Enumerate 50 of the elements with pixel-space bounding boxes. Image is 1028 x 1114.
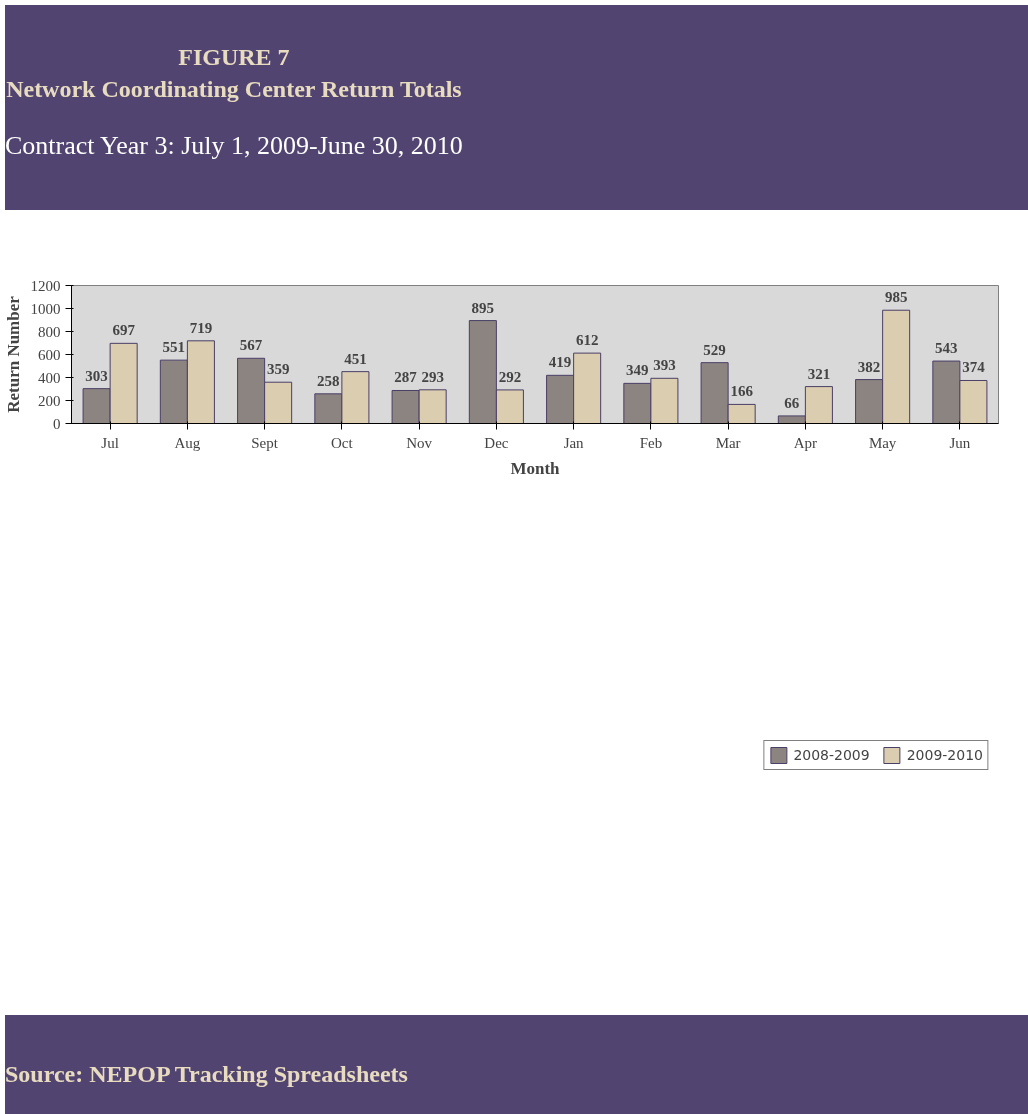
data-label: 293 [421, 368, 444, 385]
data-label: 166 [730, 383, 754, 400]
data-label: 66 [784, 394, 800, 411]
data-label: 349 [626, 362, 649, 379]
data-label: 543 [935, 340, 958, 357]
data-label: 567 [239, 337, 263, 354]
y-tick-label: 800 [38, 323, 61, 340]
data-label: 419 [548, 354, 572, 371]
data-label: 382 [857, 358, 881, 375]
data-label: 303 [85, 367, 108, 384]
data-label: 985 [884, 289, 908, 306]
data-label: 895 [471, 299, 495, 316]
x-tick-label: Mar [715, 434, 741, 451]
x-tick-label: Dec [484, 434, 509, 451]
data-label: 529 [703, 341, 726, 358]
x-tick-label: Apr [793, 434, 818, 451]
data-label: 393 [653, 357, 676, 374]
data-label: 719 [189, 319, 213, 336]
y-tick-label: 1000 [30, 300, 61, 317]
x-tick-label: Oct [331, 434, 354, 451]
x-tick-label: Jun [949, 434, 971, 451]
x-tick-label: Jul [101, 434, 119, 451]
data-label: 451 [344, 350, 367, 367]
x-tick-label: Feb [639, 434, 663, 451]
data-label: 551 [162, 339, 186, 356]
legend-label: 2009-2010 [906, 747, 983, 763]
x-tick-label: Aug [174, 434, 201, 451]
data-label: 374 [962, 359, 986, 376]
data-label: 697 [112, 322, 136, 339]
x-tick-label: Sept [251, 434, 279, 451]
data-label: 258 [317, 372, 340, 389]
data-label: 292 [498, 368, 522, 385]
x-tick-label: Jan [563, 434, 585, 451]
chart-title: FIGURE 7 Network Coordinating Center Return Totals [5, 43, 463, 104]
x-tick-label: Nov [406, 434, 433, 451]
x-tick-label: May [868, 434, 897, 451]
y-tick-label: 200 [38, 392, 61, 409]
chart-subtitle: Contract Year 3: July 1, 2009-June 30, 2010 [5, 130, 463, 162]
y-tick-label: 0 [53, 415, 61, 432]
y-tick-label: 600 [38, 346, 61, 363]
data-label: 287 [394, 369, 418, 386]
legend-label: 2008-2009 [793, 747, 870, 763]
data-label: 359 [266, 361, 290, 378]
source-note: Source: NEPOP Tracking Spreadsheets [5, 1060, 408, 1089]
x-axis-title: Month [510, 458, 561, 478]
data-label: 612 [575, 332, 599, 349]
data-label: 321 [807, 365, 831, 382]
y-tick-label: 400 [38, 369, 61, 386]
y-axis-title: Return Number [3, 295, 23, 413]
y-tick-label: 1200 [30, 277, 61, 294]
